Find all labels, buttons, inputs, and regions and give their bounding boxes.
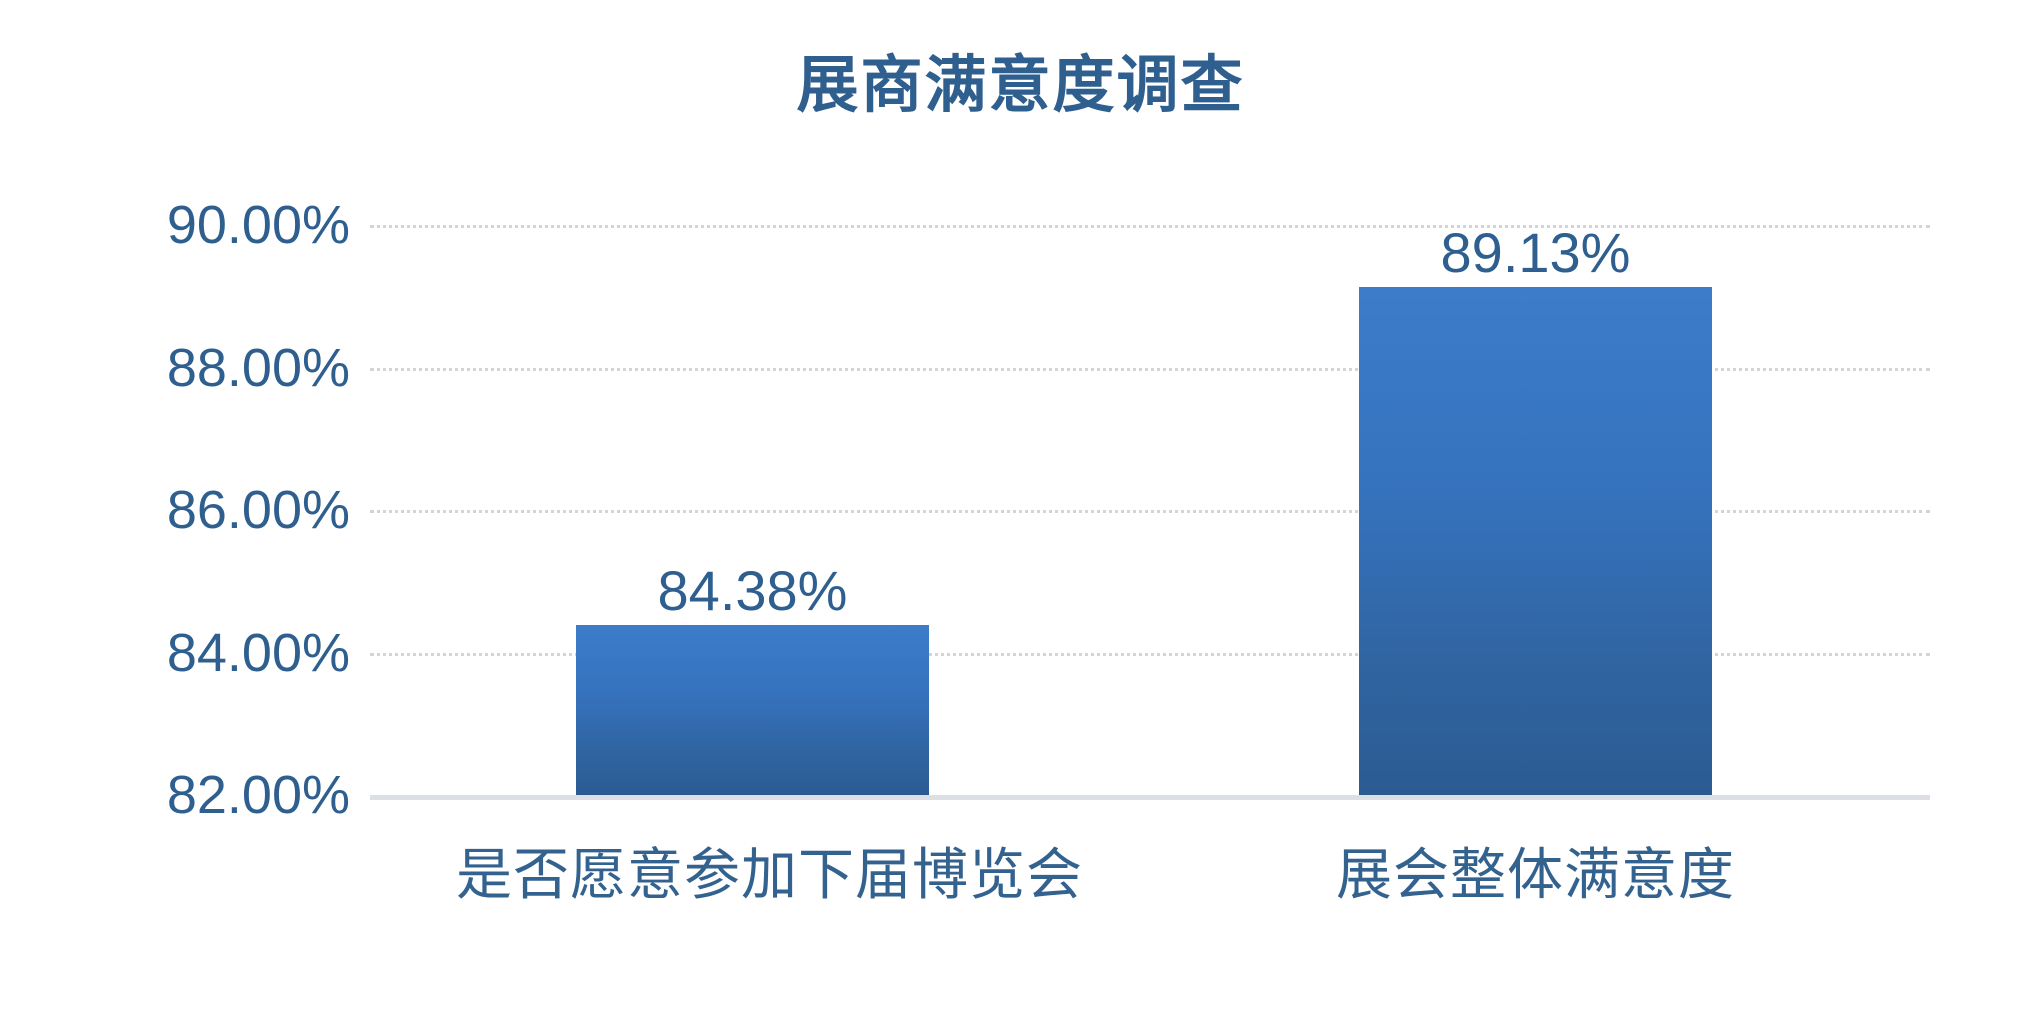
y-tick-label: 90.00% [166,195,350,255]
bar-value-label: 84.38% [657,559,848,622]
gridline-90 [370,225,1930,228]
bar-是否愿意参加下届博览会[interactable] [576,625,929,795]
chart-title: 展商满意度调查 [796,51,1245,120]
y-axis-tick-labels: 90.00% 88.00% 86.00% 84.00% 82.00% [80,195,350,825]
y-tick-label: 88.00% [166,337,350,398]
category-label-1: 展会整体满意度 [1336,843,1735,906]
y-tick-label: 82.00% [166,765,350,825]
gridline-84 [370,652,1930,656]
bar-value-label: 89.13% [1440,221,1631,284]
y-tick-label: 84.00% [166,622,350,683]
x-axis-category-labels: 是否愿意参加下届博览会 展会整体满意度 [370,830,1930,940]
gridline-86 [370,510,1930,513]
bar-展会整体满意度[interactable] [1359,287,1712,795]
y-tick-label: 86.00% [166,480,350,540]
gridline-88 [370,367,1930,371]
plot-area: 84.38% 89.13% [370,221,1930,800]
x-axis-line [370,795,1930,800]
category-label-0: 是否愿意参加下届博览会 [456,843,1083,906]
